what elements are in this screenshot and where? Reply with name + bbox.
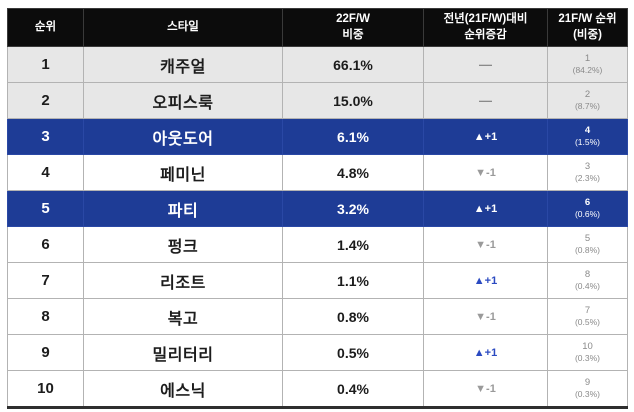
prev-share: (0.3%) (574, 389, 601, 400)
col-header-prev: 21F/W 순위 (비중) (547, 8, 628, 47)
table-row-5: 5 파티 3.2% ▲+1 6 (0.6%) (7, 190, 628, 227)
rank-change-cell: ▼-1 (423, 298, 548, 335)
prev-rank: 9 (584, 376, 591, 388)
prev-rank: 7 (584, 304, 591, 316)
prev-share: (1.5%) (574, 137, 601, 148)
rank-change-cell: ▲+1 (423, 190, 548, 227)
prev-season-cell: 7 (0.5%) (547, 298, 628, 335)
share-cell: 15.0% (282, 82, 424, 119)
rank-cell: 3 (7, 118, 84, 155)
style-name-cell: 아웃도어 (83, 118, 283, 155)
prev-share: (84.2%) (572, 65, 603, 76)
share-cell: 4.8% (282, 154, 424, 191)
style-name-cell: 파티 (83, 190, 283, 227)
style-ranking-table: 순위 스타일 22F/W 비중 전년(21F/W)대비 순위증감 21F/W 순위 (비중) … (7, 8, 628, 409)
share-cell: 0.8% (282, 298, 424, 335)
share-cell: 0.5% (282, 334, 424, 371)
rank-change-cell: ▼-1 (423, 226, 548, 263)
style-name-cell: 복고 (83, 298, 283, 335)
style-name-cell: 리조트 (83, 262, 283, 299)
table-row-7: 7 리조트 1.1% ▲+1 8 (0.4%) (7, 262, 628, 299)
style-name-cell: 캐주얼 (83, 46, 283, 83)
prev-season-cell: 8 (0.4%) (547, 262, 628, 299)
col-header-rank: 순위 (7, 8, 84, 47)
prev-share: (0.6%) (574, 209, 601, 220)
rank-cell: 8 (7, 298, 84, 335)
col-header-share: 22F/W 비중 (282, 8, 424, 47)
prev-rank: 6 (584, 196, 591, 208)
prev-season-cell: 9 (0.3%) (547, 370, 628, 408)
prev-share: (8.7%) (574, 101, 601, 112)
share-cell: 3.2% (282, 190, 424, 227)
rank-change-cell: ▲+1 (423, 334, 548, 371)
table-body: 1 캐주얼 66.1% —1 (84.2%) 2 오피스룩 15.0% —2 (8.7%) 3 아웃도… (7, 46, 628, 408)
prev-season-cell: 2 (8.7%) (547, 82, 628, 119)
table-row-4: 4 페미닌 4.8% ▼-1 3 (2.3%) (7, 154, 628, 191)
prev-share: (0.3%) (574, 353, 601, 364)
rank-change-cell: ▲+1 (423, 262, 548, 299)
prev-rank: 5 (584, 232, 591, 244)
share-cell: 66.1% (282, 46, 424, 83)
prev-season-cell: 5 (0.8%) (547, 226, 628, 263)
prev-season-cell: 6 (0.6%) (547, 190, 628, 227)
rank-change-cell: — (423, 82, 548, 119)
style-name-cell: 밀리터리 (83, 334, 283, 371)
table-row-1: 1 캐주얼 66.1% —1 (84.2%) (7, 46, 628, 83)
table-header: 순위 스타일 22F/W 비중 전년(21F/W)대비 순위증감 21F/W 순위 (비중) (7, 8, 628, 47)
rank-cell: 1 (7, 46, 84, 83)
share-cell: 1.4% (282, 226, 424, 263)
style-name-cell: 오피스룩 (83, 82, 283, 119)
share-cell: 6.1% (282, 118, 424, 155)
rank-cell: 4 (7, 154, 84, 191)
col-header-style: 스타일 (83, 8, 283, 47)
rank-cell: 2 (7, 82, 84, 119)
table-row-2: 2 오피스룩 15.0% —2 (8.7%) (7, 82, 628, 119)
style-name-cell: 펑크 (83, 226, 283, 263)
rank-cell: 9 (7, 334, 84, 371)
rank-cell: 5 (7, 190, 84, 227)
prev-season-cell: 10 (0.3%) (547, 334, 628, 371)
rank-change-cell: ▲+1 (423, 118, 548, 155)
rank-change-cell: ▼-1 (423, 370, 548, 408)
prev-rank: 3 (584, 160, 591, 172)
style-name-cell: 페미닌 (83, 154, 283, 191)
table-row-8: 8 복고 0.8% ▼-1 7 (0.5%) (7, 298, 628, 335)
prev-share: (0.5%) (574, 317, 601, 328)
prev-share: (0.4%) (574, 281, 601, 292)
table-row-6: 6 펑크 1.4% ▼-1 5 (0.8%) (7, 226, 628, 263)
prev-share: (0.8%) (574, 245, 601, 256)
rank-cell: 7 (7, 262, 84, 299)
table-row-3: 3 아웃도어 6.1% ▲+1 4 (1.5%) (7, 118, 628, 155)
rank-change-cell: — (423, 46, 548, 83)
prev-rank: 1 (584, 52, 591, 64)
prev-rank: 4 (584, 124, 591, 136)
prev-season-cell: 4 (1.5%) (547, 118, 628, 155)
prev-share: (2.3%) (574, 173, 601, 184)
table-header-row: 순위 스타일 22F/W 비중 전년(21F/W)대비 순위증감 21F/W 순위 (비중) (7, 8, 628, 47)
table-row-9: 9 밀리터리 0.5% ▲+1 10 (0.3%) (7, 334, 628, 371)
prev-season-cell: 1 (84.2%) (547, 46, 628, 83)
share-cell: 1.1% (282, 262, 424, 299)
rank-change-cell: ▼-1 (423, 154, 548, 191)
col-header-change: 전년(21F/W)대비 순위증감 (423, 8, 548, 47)
style-name-cell: 에스닉 (83, 370, 283, 408)
prev-rank: 10 (582, 340, 593, 352)
table-row-10: 10 에스닉 0.4% ▼-1 9 (0.3%) (7, 370, 628, 408)
rank-cell: 6 (7, 226, 84, 263)
share-cell: 0.4% (282, 370, 424, 408)
prev-rank: 2 (584, 88, 591, 100)
prev-rank: 8 (584, 268, 591, 280)
prev-season-cell: 3 (2.3%) (547, 154, 628, 191)
rank-cell: 10 (7, 370, 84, 408)
